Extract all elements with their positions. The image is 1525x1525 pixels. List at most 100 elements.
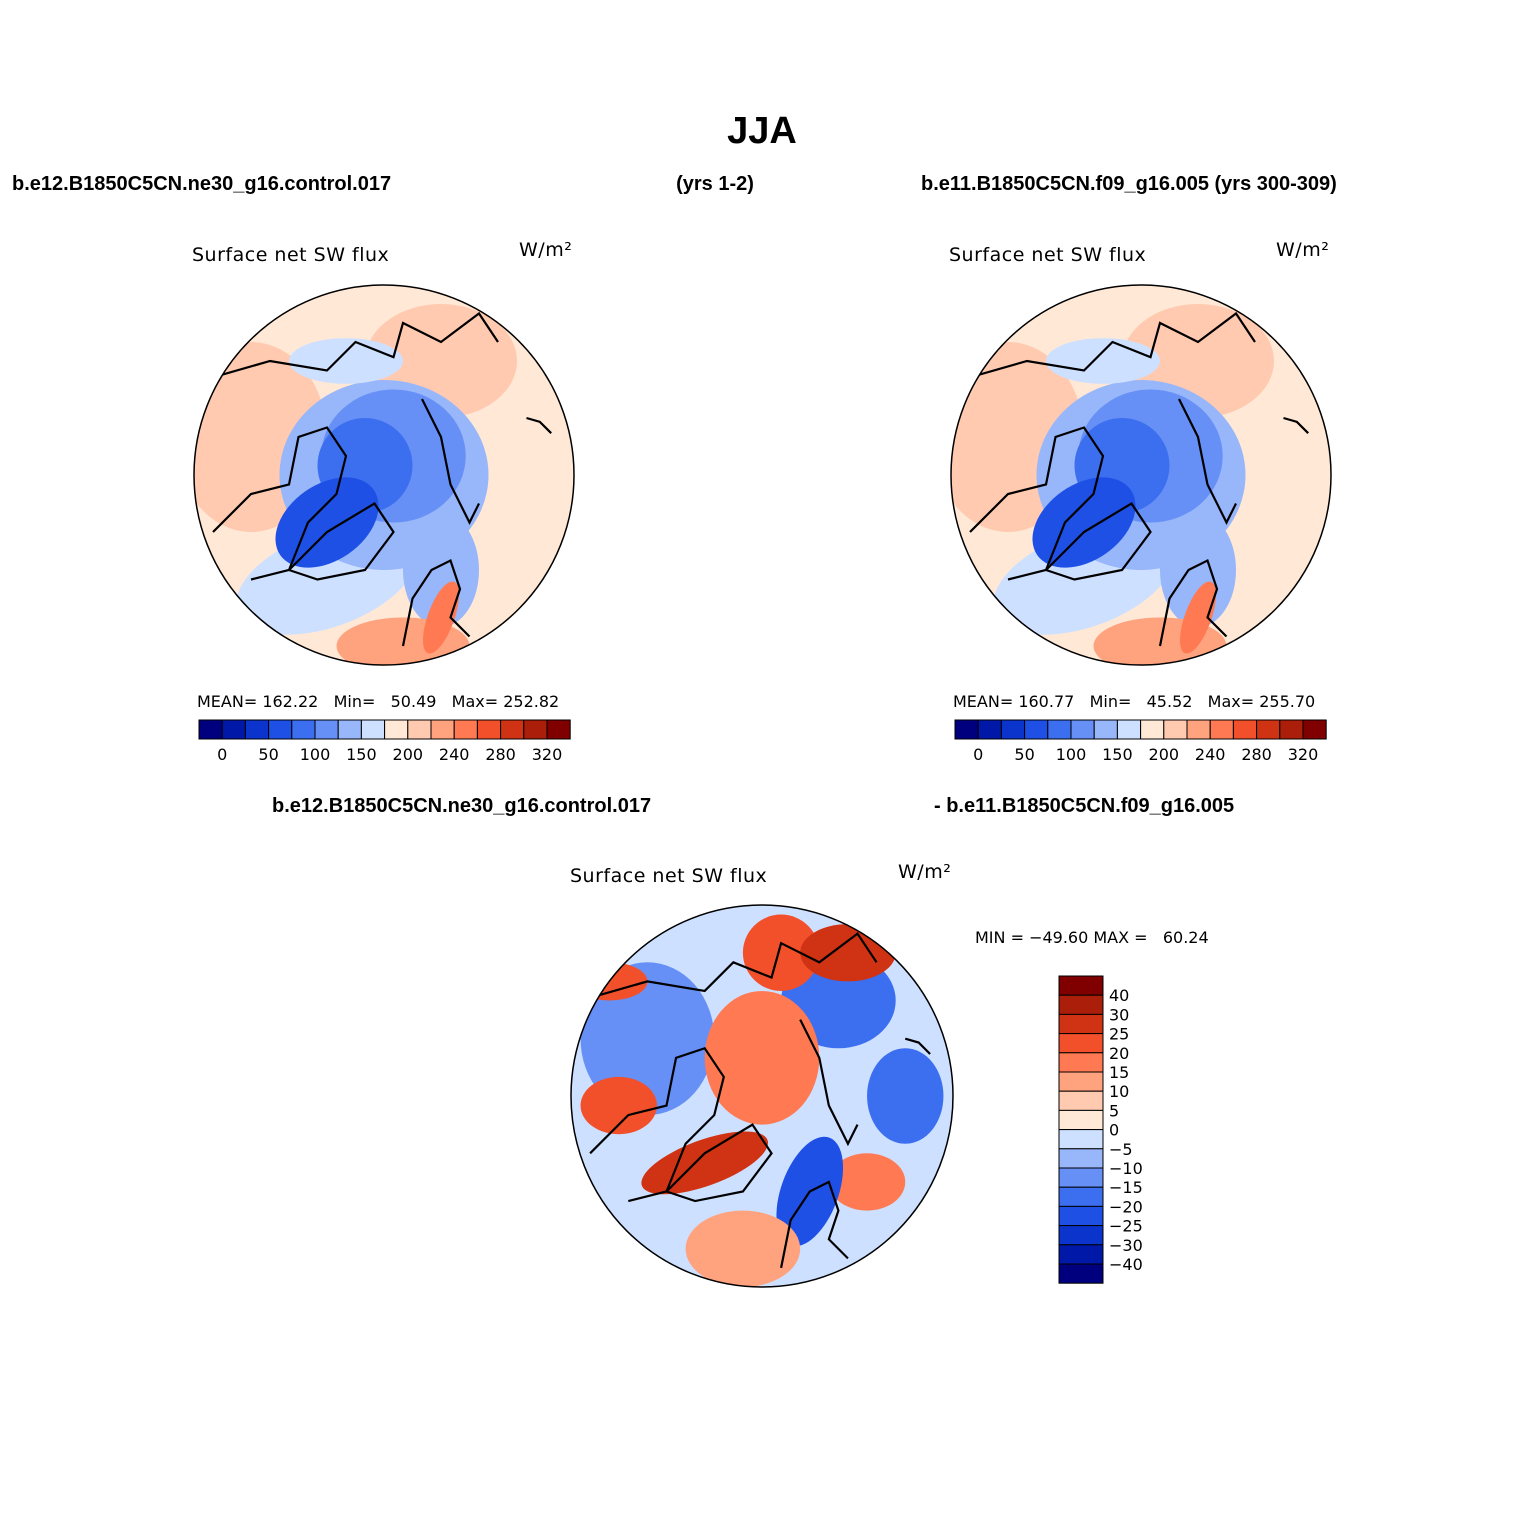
contour-region [275, 477, 379, 568]
colorbar-label: 20 [1109, 1044, 1129, 1063]
colorbar-label: 320 [532, 745, 563, 764]
coastline [780, 1180, 849, 1269]
coastline [401, 558, 471, 647]
colorbar-box [1070, 719, 1095, 740]
coastline [1178, 398, 1237, 525]
colorbar-box [1058, 1129, 1104, 1150]
difference-header-left: b.e12.B1850C5CN.ne30_g16.control.017 [272, 795, 651, 817]
colorbar-box [453, 719, 478, 740]
contour-region [800, 924, 896, 982]
coastline [288, 502, 395, 581]
colorbar-label: 30 [1109, 1005, 1129, 1024]
panel-units: W/m² [1276, 239, 1329, 261]
colorbar-box [1302, 719, 1327, 740]
panel-stats: MEAN= 162.22 Min= 50.49 Max= 252.82 [197, 692, 559, 711]
colorbar-box [1140, 719, 1165, 740]
colorbar-label: 280 [1241, 745, 1272, 764]
colorbar-box [1116, 719, 1142, 740]
colorbar-label: −40 [1109, 1255, 1143, 1274]
colorbar-label: 5 [1109, 1101, 1119, 1120]
contour-region [867, 1048, 944, 1144]
colorbar-label: 200 [1149, 745, 1180, 764]
map-border [193, 284, 575, 666]
contour-region [742, 914, 820, 991]
colorbar-label: 320 [1288, 745, 1319, 764]
contour-region [685, 1210, 801, 1287]
colorbar-box [1093, 719, 1118, 740]
colorbar-box [1058, 1033, 1104, 1054]
map [951, 285, 1331, 665]
colorbar-label: 100 [1056, 745, 1087, 764]
colorbar-label: 240 [439, 745, 470, 764]
colorbar-box [1058, 1071, 1104, 1092]
contour-region [641, 1131, 769, 1195]
map [194, 285, 574, 665]
map-border [570, 904, 954, 1288]
coastline [526, 416, 552, 434]
contour-region [580, 962, 715, 1116]
colorbar-label: 240 [1195, 745, 1226, 764]
colorbar-label: −10 [1109, 1159, 1143, 1178]
colorbar-box [1058, 1263, 1104, 1284]
panel-title: Surface net SW flux [570, 865, 767, 887]
colorbar-label: 0 [1109, 1121, 1119, 1140]
colorbar-box [1058, 1225, 1104, 1246]
colorbar-box [1058, 1205, 1104, 1227]
colorbar-label: 25 [1109, 1025, 1129, 1044]
colorbar-box [500, 719, 525, 740]
colorbar-box [1186, 719, 1211, 740]
panel-stats: MIN = −49.60 MAX = 60.24 [975, 928, 1209, 947]
coastline [969, 426, 1105, 581]
colorbar-label: 10 [1109, 1082, 1129, 1101]
coastline [580, 932, 878, 1002]
colorbar-box [1058, 975, 1104, 996]
colorbar-box [1256, 719, 1281, 740]
contour-region [1032, 477, 1136, 568]
colorbar-box [1058, 1013, 1104, 1035]
colorbar-box [546, 719, 571, 740]
coastline [1283, 416, 1309, 434]
colorbar-box [1058, 1090, 1104, 1111]
colorbar-label: −15 [1109, 1178, 1143, 1197]
colorbar-label: 40 [1109, 986, 1129, 1005]
colorbar-label: 0 [973, 745, 983, 764]
coastline [203, 311, 499, 382]
coastline [799, 1019, 859, 1147]
colorbar-box [1058, 1148, 1104, 1169]
coastline [904, 1037, 931, 1055]
colorbar-box [1058, 1167, 1104, 1188]
colorbar-label: 280 [485, 745, 516, 764]
header-left: b.e12.B1850C5CN.ne30_g16.control.017 [12, 173, 391, 195]
coastline [1045, 502, 1152, 581]
colorbar-box [337, 719, 362, 740]
coastline [665, 1123, 773, 1203]
colorbar-label: −30 [1109, 1236, 1143, 1255]
colorbar-box [360, 719, 386, 740]
coastline [421, 398, 480, 525]
difference-header-right: - b.e11.B1850C5CN.f09_g16.005 [934, 795, 1234, 817]
contour-region [580, 1076, 657, 1135]
figure-title: JJA [727, 110, 797, 152]
coastline [960, 311, 1256, 382]
colorbar-label: 50 [258, 745, 278, 764]
colorbar-box [977, 719, 1002, 740]
colorbar-label: −25 [1109, 1217, 1143, 1236]
contour-region [704, 990, 820, 1125]
colorbar-box [1058, 1244, 1104, 1265]
colorbar-label: −5 [1109, 1140, 1133, 1159]
colorbar-label: 100 [300, 745, 331, 764]
colorbar-label: 200 [393, 745, 424, 764]
header-center: (yrs 1-2) [676, 173, 754, 195]
colorbar-label: 150 [346, 745, 377, 764]
colorbar-box [1058, 994, 1104, 1015]
colorbar-label: −20 [1109, 1197, 1143, 1216]
panel-title: Surface net SW flux [192, 244, 389, 266]
colorbar-box [244, 719, 270, 740]
coastline [1158, 558, 1228, 647]
colorbar-label: 150 [1102, 745, 1133, 764]
panel-stats: MEAN= 160.77 Min= 45.52 Max= 255.70 [953, 692, 1315, 711]
colorbar-box [1058, 1109, 1104, 1131]
colorbar-box [314, 719, 339, 740]
colorbar-box [1163, 719, 1188, 740]
